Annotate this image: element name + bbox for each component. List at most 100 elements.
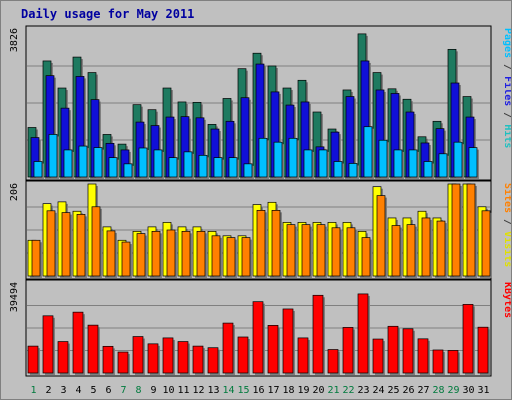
bar-sites [256,209,266,277]
bar-pages [438,153,448,178]
bar-pages [393,149,403,178]
bar-pages [318,149,328,178]
bar-pages [303,149,313,178]
bar-pages [138,147,148,178]
chart-title: Daily usage for May 2011 [21,7,195,21]
x-tick-label: 11 [177,385,189,396]
x-tick-label: 7 [120,385,126,396]
x-tick-label: 26 [402,385,414,396]
x-tick-label: 23 [357,385,369,396]
x-tick-label: 10 [162,385,174,396]
bar-sites [136,233,146,277]
bar-pages [273,141,283,178]
bar-kbytes [207,347,219,374]
bar-sites [31,239,41,277]
legend-entry: Sites [502,183,511,213]
bar-sites [61,212,71,277]
x-tick-label: 31 [477,385,489,396]
bar-sites [76,214,86,277]
x-tick-label: 29 [447,385,459,396]
x-tick-label: 16 [252,385,264,396]
visits-panel-ymax-label: 206 [9,183,20,201]
bar-pages [378,139,388,178]
bar-pages [108,157,118,178]
bar-pages [183,151,193,178]
bar-sites [421,217,431,277]
bar-sites [391,225,401,277]
x-tick-label: 21 [327,385,339,396]
bar-pages [153,149,163,178]
bar-pages [408,149,418,178]
bar-kbytes [417,338,429,374]
x-tick-label: 2 [45,385,51,396]
bar-pages [348,163,358,178]
bar-sites [226,237,236,277]
x-tick-label: 27 [417,385,429,396]
bar-kbytes [57,341,69,374]
bar-pages [48,134,58,178]
x-tick-label: 20 [312,385,324,396]
bar-kbytes [297,337,309,374]
legend-entry: / [502,213,511,231]
bar-kbytes [102,345,114,374]
kbytes-panel-legend: KBytes [502,282,511,318]
x-tick-label: 5 [90,385,96,396]
x-tick-label: 24 [372,385,384,396]
bar-kbytes [372,338,384,374]
bar-sites [361,237,371,277]
bar-kbytes [192,345,204,374]
bar-kbytes [282,308,294,374]
kbytes-panel-ymax-label: 39494 [9,282,20,312]
bar-kbytes [447,350,459,374]
bar-sites [436,220,446,277]
bar-kbytes [387,325,399,374]
bar-pages [198,154,208,178]
x-tick-label: 14 [222,385,234,396]
bar-sites [46,210,56,277]
bar-sites [106,230,116,277]
bar-pages [168,157,178,178]
bar-kbytes [147,343,159,374]
legend-entry: Pages [502,28,511,58]
bar-kbytes [87,324,99,374]
bar-sites [406,224,416,277]
visits-panel-legend: Sites / Visits [502,183,511,267]
bar-sites [451,183,461,277]
legend-entry: Visits [502,231,511,267]
x-tick-label: 4 [75,385,81,396]
bar-kbytes [162,337,174,374]
x-tick-label: 22 [342,385,354,396]
bar-sites [241,237,251,277]
bar-pages [93,147,103,178]
bar-pages [213,157,223,178]
bar-sites [211,235,221,277]
bar-pages [228,157,238,178]
bar-kbytes [267,325,279,374]
bar-pages [123,163,133,178]
bar-pages [243,163,253,178]
bar-sites [316,224,326,277]
bar-kbytes [27,345,39,374]
legend-entry: Files [502,76,511,106]
bar-kbytes [117,351,129,374]
x-tick-label: 19 [297,385,309,396]
x-tick-label: 1 [30,385,36,396]
bar-sites [376,195,386,277]
legend-entry: / [502,106,511,124]
bar-kbytes [327,349,339,374]
bar-pages [33,161,43,178]
bar-kbytes [222,322,234,374]
bar-sites [271,209,281,277]
bar-kbytes [72,311,84,374]
bar-sites [166,229,176,277]
bar-kbytes [342,327,354,374]
bar-kbytes [42,315,54,374]
bar-pages [453,141,463,178]
bar-sites [286,224,296,277]
bar-kbytes [177,341,189,374]
bar-sites [346,227,356,277]
bar-pages [423,161,433,178]
x-tick-label: 6 [105,385,111,396]
bar-sites [466,183,476,277]
